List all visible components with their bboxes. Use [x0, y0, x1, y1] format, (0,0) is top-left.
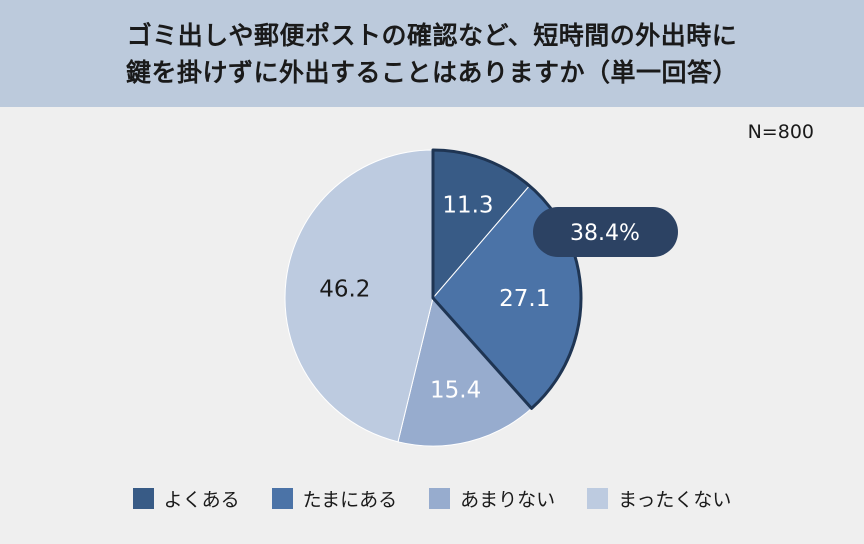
- callout-badge-label: 38.4%: [570, 221, 640, 246]
- slice-label-never: 46.2: [319, 276, 370, 302]
- legend-item-never: まったくない: [587, 485, 731, 512]
- legend-swatch-often: [132, 487, 154, 509]
- slice-labels: 11.3 27.1 15.4 46.2: [319, 193, 550, 404]
- slice-label-sometimes: 27.1: [499, 286, 550, 312]
- legend-item-often: よくある: [132, 485, 240, 512]
- pie-slice-never: [284, 149, 434, 443]
- legend-label-rarely: あまりない: [460, 488, 556, 511]
- callout-badge-bg: [533, 207, 678, 257]
- sample-size-label: N=800: [747, 121, 814, 143]
- legend-item-sometimes: たまにある: [271, 485, 398, 512]
- legend-swatch-rarely: [429, 487, 451, 509]
- pie-slice-rarely: [397, 296, 533, 447]
- slice-label-often: 11.3: [442, 193, 493, 219]
- legend-swatch-sometimes: [271, 487, 293, 509]
- chart-title-line-2: 鍵を掛けずに外出することはありますか（単一回答）: [125, 57, 738, 87]
- legend-label-often: よくある: [163, 488, 240, 511]
- pie-chart: 11.3 27.1 15.4 46.2 38.4%: [284, 148, 678, 447]
- legend-label-sometimes: たまにある: [302, 488, 398, 511]
- chart-title-line-1: ゴミ出しや郵便ポストの確認など、短時間の外出時に: [126, 20, 738, 50]
- legend: よくある たまにある あまりない まったくない: [0, 484, 864, 512]
- legend-label-never: まったくない: [618, 488, 732, 511]
- callout-badge: 38.4%: [533, 207, 678, 257]
- slice-label-rarely: 15.4: [430, 377, 481, 403]
- title-banner: ゴミ出しや郵便ポストの確認など、短時間の外出時に 鍵を掛けずに外出することはあり…: [0, 0, 864, 107]
- legend-swatch-never: [587, 487, 609, 509]
- legend-item-rarely: あまりない: [429, 485, 555, 512]
